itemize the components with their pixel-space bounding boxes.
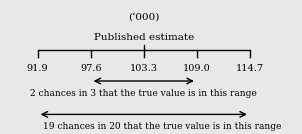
Text: 2 chances in 3 that the true value is in this range: 2 chances in 3 that the true value is in…	[31, 89, 257, 98]
Text: 19 chances in 20 that the true value is in this range: 19 chances in 20 that the true value is …	[43, 122, 281, 131]
Text: 114.7: 114.7	[236, 64, 264, 73]
Text: 97.6: 97.6	[80, 64, 101, 73]
Text: (‘000): (‘000)	[128, 13, 159, 22]
Text: 109.0: 109.0	[183, 64, 211, 73]
Text: 103.3: 103.3	[130, 64, 158, 73]
Text: Published estimate: Published estimate	[94, 34, 194, 42]
Text: 91.9: 91.9	[27, 64, 49, 73]
